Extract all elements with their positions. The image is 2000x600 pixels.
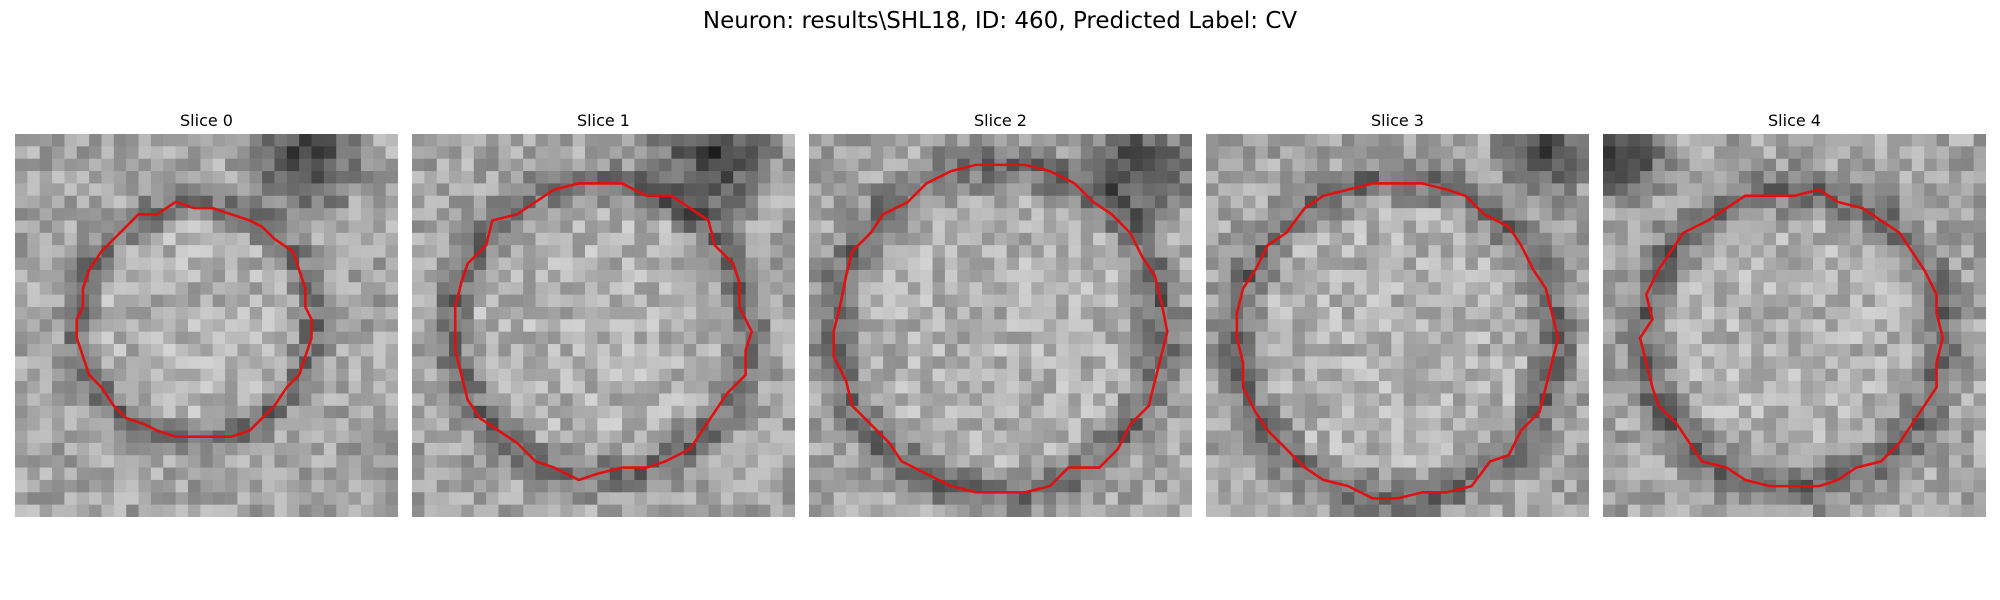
segmentation-contour bbox=[453, 182, 754, 482]
slice-title: Slice 2 bbox=[974, 111, 1027, 130]
slice-panel-0: Slice 0 bbox=[15, 108, 398, 517]
pixel-grid bbox=[412, 134, 795, 517]
segmentation-contour bbox=[1638, 188, 1945, 488]
pixel-grid bbox=[15, 134, 398, 517]
slice-title: Slice 4 bbox=[1768, 111, 1821, 130]
slice-panel-3: Slice 3 bbox=[1206, 108, 1589, 517]
slice-image-3 bbox=[1206, 134, 1589, 517]
pixel-grid bbox=[809, 134, 1192, 517]
segmentation-contour bbox=[1235, 182, 1560, 500]
slice-panel-1: Slice 1 bbox=[412, 108, 795, 517]
slice-panel-2: Slice 2 bbox=[809, 108, 1192, 517]
slice-title: Slice 1 bbox=[577, 111, 630, 130]
slice-image-0 bbox=[15, 134, 398, 517]
pixel-grid bbox=[1603, 134, 1986, 517]
slice-image-2 bbox=[809, 134, 1192, 517]
pixel-grid bbox=[1206, 134, 1589, 517]
slice-image-1 bbox=[412, 134, 795, 517]
segmentation-contour bbox=[832, 163, 1169, 494]
figure-title: Neuron: results\SHL18, ID: 460, Predicte… bbox=[702, 8, 1298, 34]
slice-panel-4: Slice 4 bbox=[1603, 108, 1986, 517]
slice-image-4 bbox=[1603, 134, 1986, 517]
segmentation-contour bbox=[75, 200, 313, 438]
slice-title: Slice 0 bbox=[180, 111, 233, 130]
slice-title: Slice 3 bbox=[1371, 111, 1424, 130]
